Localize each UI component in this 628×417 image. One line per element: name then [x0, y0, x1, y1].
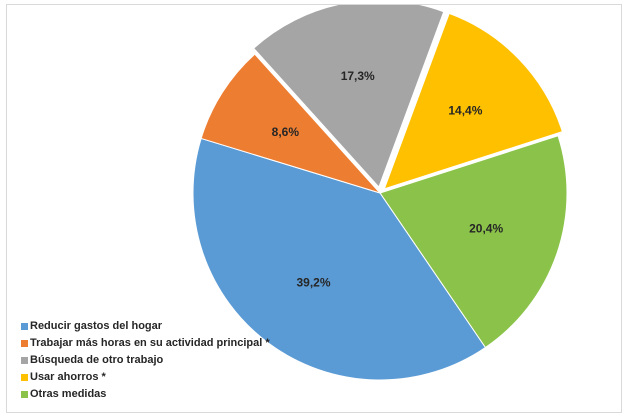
- legend-item-2: Trabajar más horas en su actividad princ…: [21, 335, 270, 352]
- legend-item-4: Usar ahorros *: [21, 369, 270, 386]
- legend-label: Búsqueda de otro trabajo: [30, 352, 163, 369]
- legend-item-1: Reducir gastos del hogar: [21, 318, 270, 335]
- legend: Reducir gastos del hogar Trabajar más hor…: [21, 318, 270, 403]
- slice-value-label-3: 17,3%: [341, 69, 375, 83]
- slice-value-label-2: 8,6%: [272, 125, 300, 139]
- chart-area: 20,4% 39,2% 8,6% 17,3% 14,4% Reducir gastos …: [6, 4, 622, 413]
- legend-swatch: [21, 374, 28, 381]
- legend-label: Usar ahorros *: [30, 369, 106, 386]
- legend-label: Reducir gastos del hogar: [30, 318, 162, 335]
- legend-swatch: [21, 340, 28, 347]
- legend-item-5: Otras medidas: [21, 386, 270, 403]
- slice-value-label-4: 14,4%: [448, 103, 482, 117]
- legend-swatch: [21, 391, 28, 398]
- legend-swatch: [21, 357, 28, 364]
- legend-item-3: Búsqueda de otro trabajo: [21, 352, 270, 369]
- legend-label: Otras medidas: [30, 386, 106, 403]
- slice-value-label-5: 20,4%: [469, 222, 503, 236]
- legend-label: Trabajar más horas en su actividad princ…: [30, 335, 270, 352]
- legend-swatch: [21, 323, 28, 330]
- slice-value-label-1: 39,2%: [297, 276, 331, 290]
